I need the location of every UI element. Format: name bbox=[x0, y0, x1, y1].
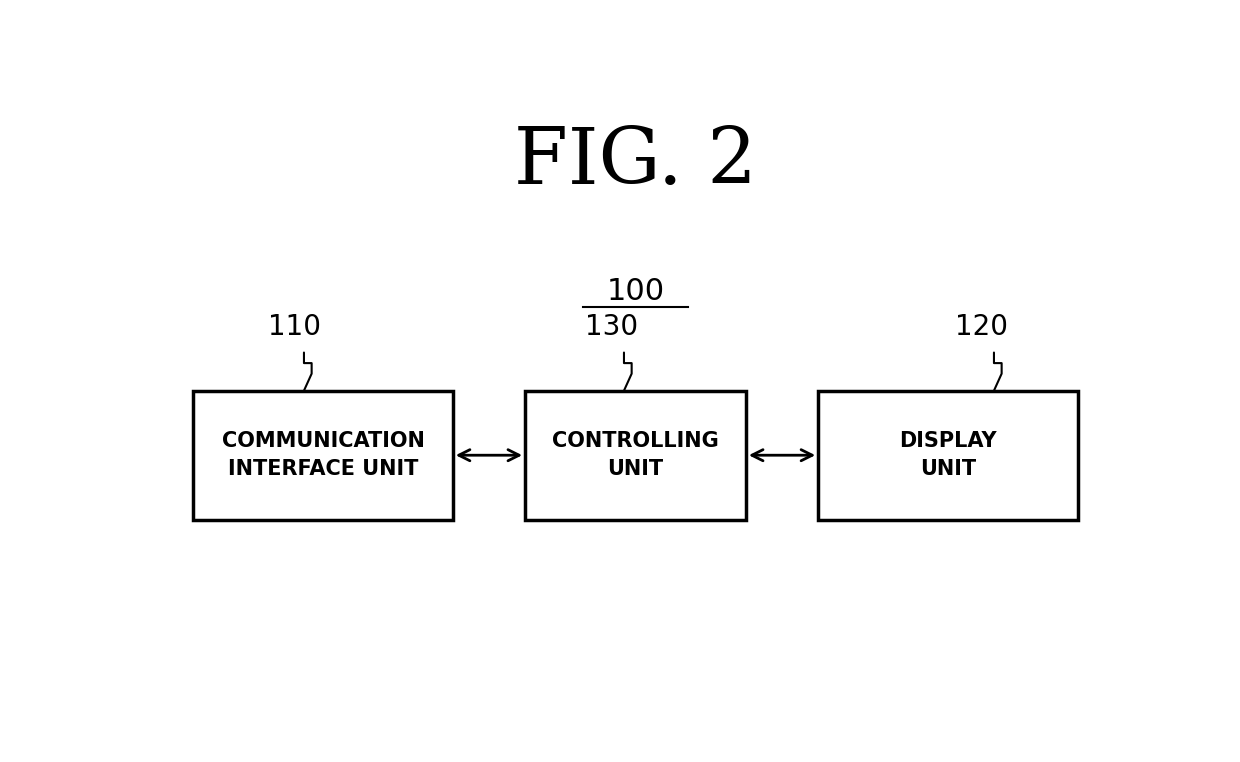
Bar bbox=[525, 391, 746, 520]
Text: 110: 110 bbox=[268, 313, 321, 341]
Text: 100: 100 bbox=[606, 277, 665, 306]
Text: 130: 130 bbox=[585, 313, 639, 341]
Text: COMMUNICATION
INTERFACE UNIT: COMMUNICATION INTERFACE UNIT bbox=[222, 431, 424, 479]
Bar bbox=[818, 391, 1078, 520]
Text: 120: 120 bbox=[955, 313, 1008, 341]
Text: FIG. 2: FIG. 2 bbox=[515, 124, 756, 200]
Text: DISPLAY
UNIT: DISPLAY UNIT bbox=[899, 431, 997, 479]
Bar bbox=[193, 391, 453, 520]
Text: CONTROLLING
UNIT: CONTROLLING UNIT bbox=[552, 431, 719, 479]
